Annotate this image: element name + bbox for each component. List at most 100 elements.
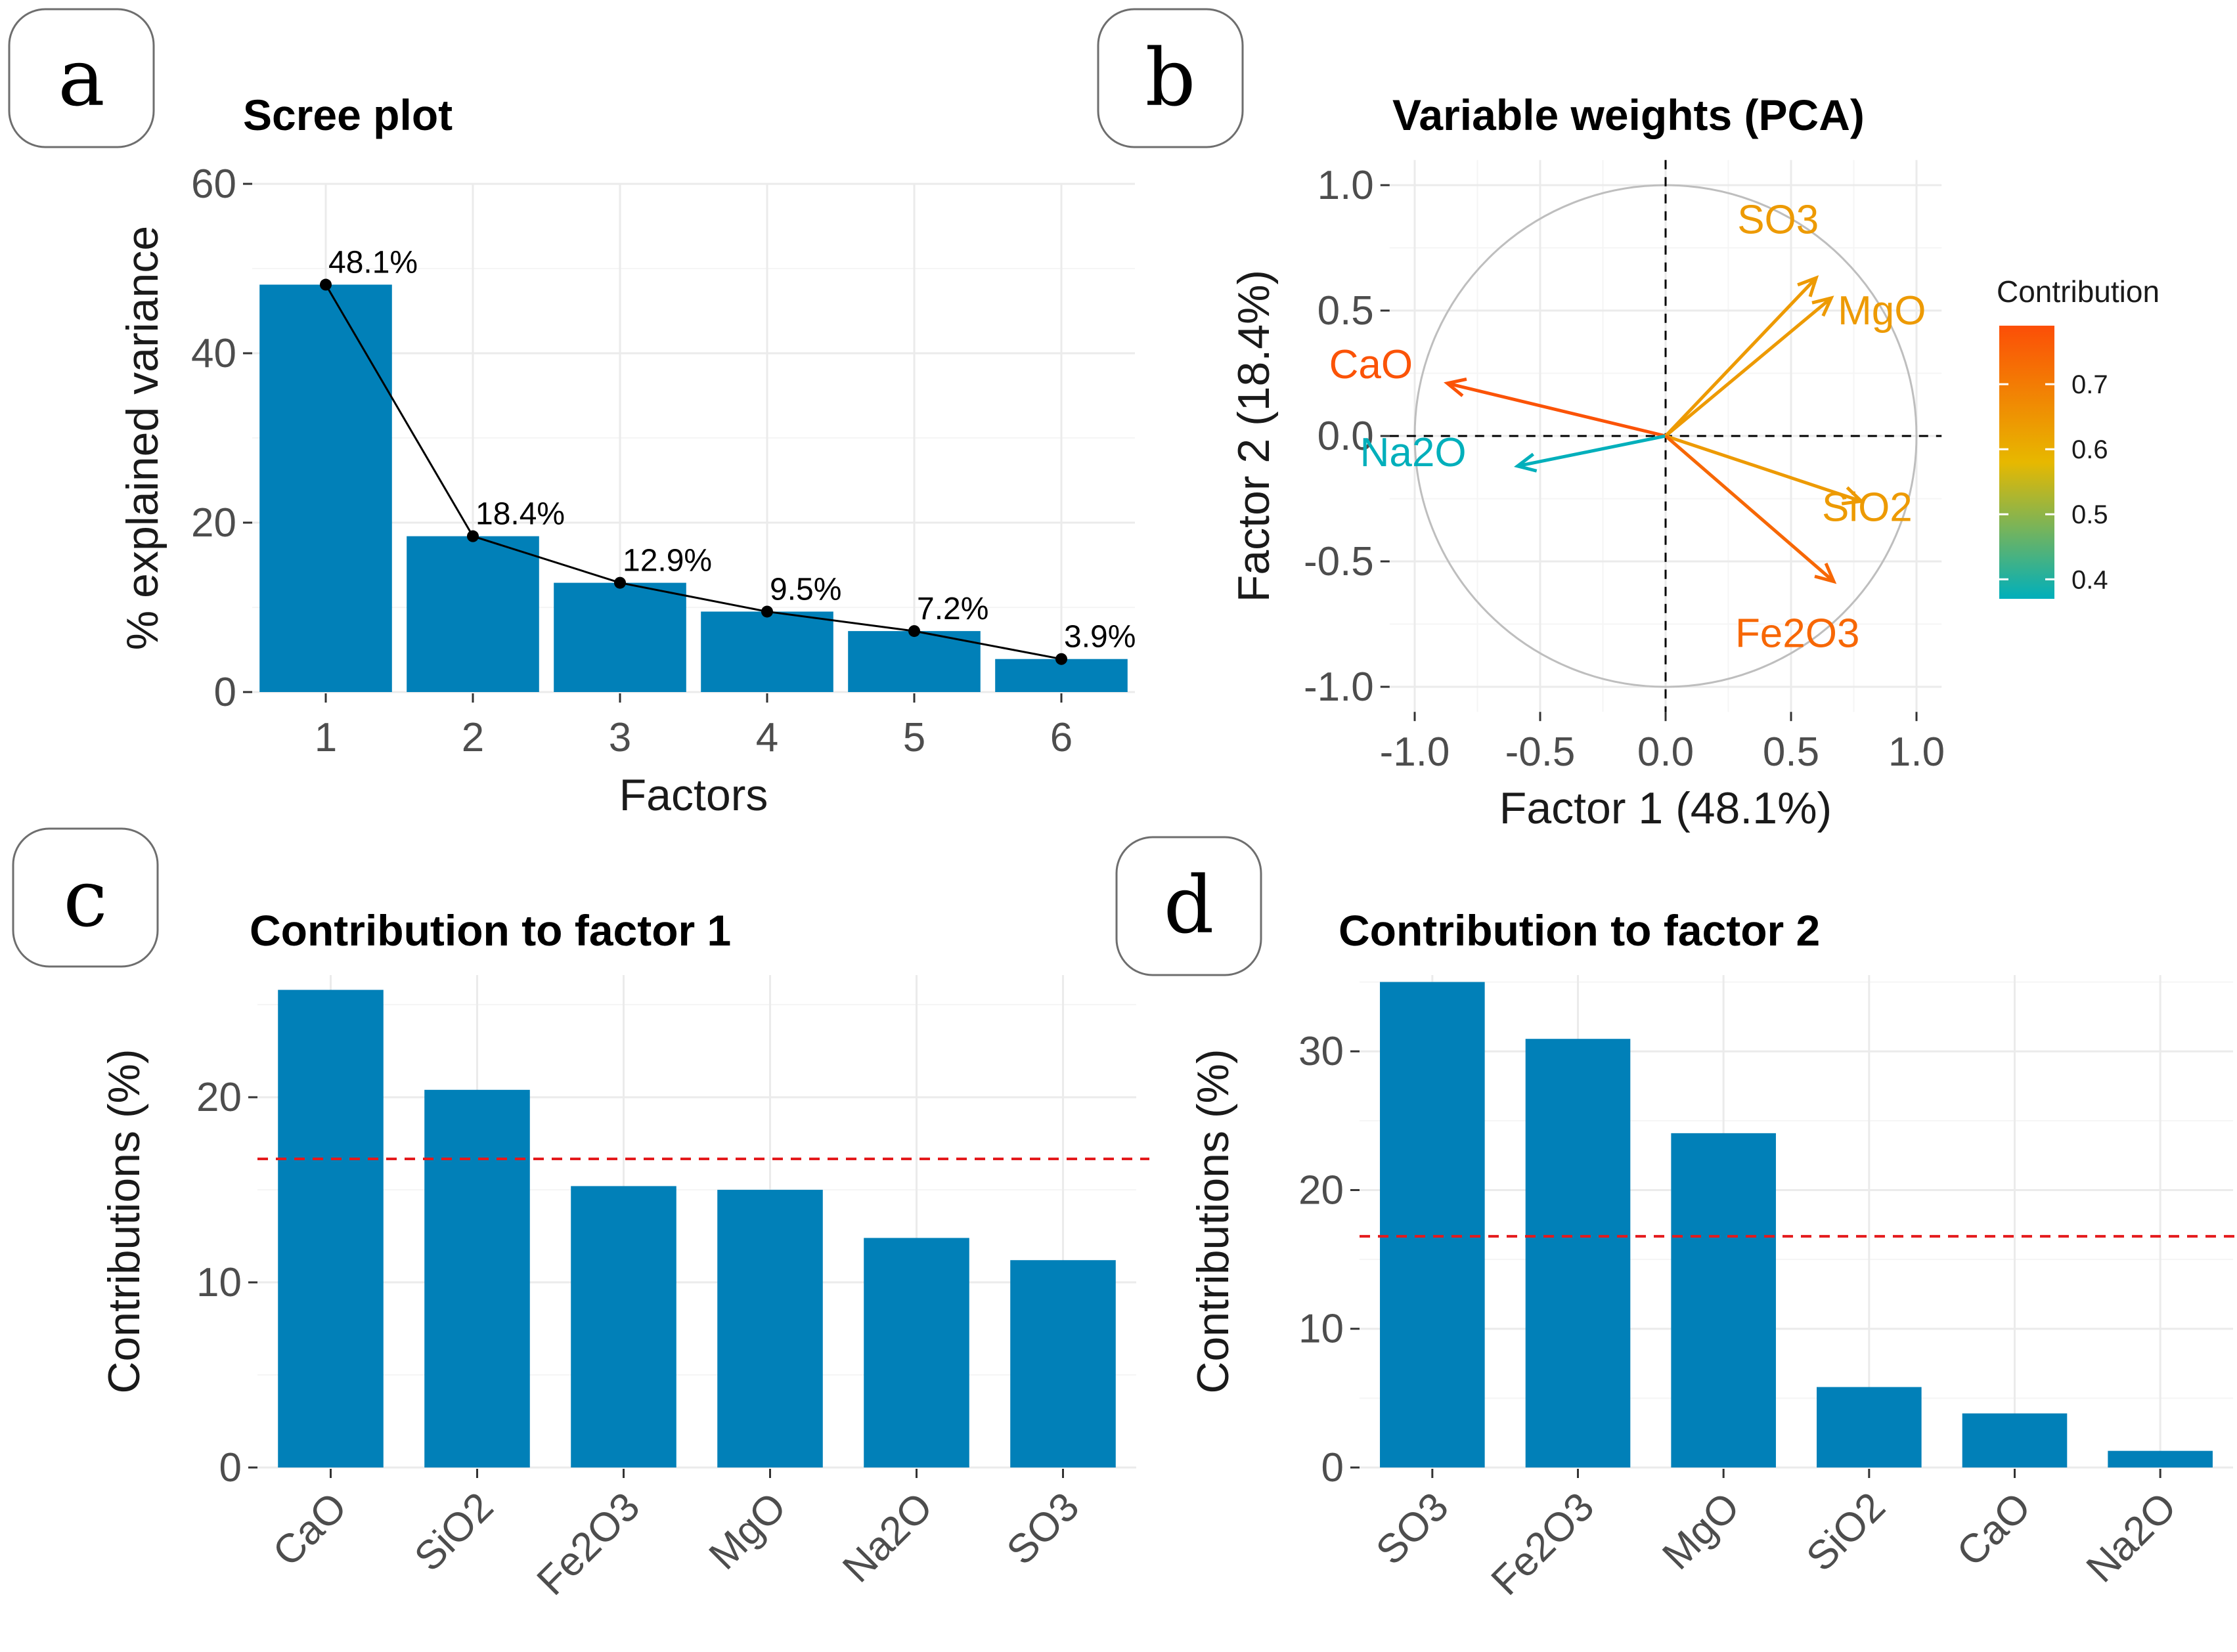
explained-variance-point	[320, 278, 332, 291]
svg-text:a: a	[58, 33, 105, 124]
x-tick-label: CaO	[264, 1484, 355, 1575]
y-axis-label: % explained variance	[118, 226, 167, 650]
bar	[1010, 1260, 1116, 1467]
bar	[848, 631, 981, 692]
bar	[1817, 1387, 1922, 1467]
y-tick-label: 60	[191, 162, 236, 207]
x-tick-label: -0.5	[1505, 729, 1576, 775]
x-tick-label: Na2O	[2078, 1484, 2185, 1591]
panel-label-a: a	[8, 8, 155, 148]
data-label: 7.2%	[917, 592, 988, 626]
variable-label: CaO	[1329, 342, 1413, 387]
variable-arrow	[1664, 276, 1818, 437]
y-tick-label: 0	[219, 1445, 242, 1490]
arrow-head	[1811, 295, 1834, 317]
x-tick-label: Na2O	[834, 1484, 941, 1591]
arrow-head	[1797, 275, 1819, 297]
y-axis-label: Contributions (%)	[99, 1049, 149, 1393]
variable-weights-plot: -1.0-1.0 -0.5 -0.5 0.0 0.0 0.5 0.5 1.0 1.0 CaO Na2…	[1229, 91, 2159, 833]
bar	[571, 1186, 676, 1467]
data-label: 18.4%	[476, 497, 565, 532]
contribution-factor1-plot: 0 10 20 CaO SiO2 Fe2O3 MgO Na2O SO3 Contribution …	[99, 906, 1149, 1604]
variable-label: SO3	[1737, 197, 1819, 242]
contribution-legend: Contribution 0.4 0.5 0.6 0.7	[1997, 274, 2159, 599]
legend-title: Contribution	[1997, 274, 2159, 309]
x-tick-label: CaO	[1948, 1484, 2039, 1575]
x-tick-label: MgO	[1654, 1484, 1748, 1578]
x-tick-label: 3	[609, 715, 631, 760]
variable-arrow	[1447, 381, 1666, 438]
y-tick-label: -1.0	[1304, 664, 1374, 710]
x-tick-label: Fe2O3	[529, 1484, 649, 1604]
bar	[1525, 1039, 1631, 1467]
variable-arrow	[1517, 434, 1666, 468]
x-tick-label: 0.0	[1637, 729, 1694, 775]
svg-text:d: d	[1164, 860, 1214, 951]
x-tick-label: Fe2O3	[1483, 1484, 1603, 1604]
legend-tick-label: 0.5	[2071, 500, 2108, 529]
y-tick-label: -0.5	[1304, 539, 1374, 584]
x-tick-label: -1.0	[1380, 729, 1450, 775]
chart-title: Contribution to factor 1	[250, 906, 731, 955]
data-label: 12.9%	[623, 544, 712, 578]
bar	[717, 1190, 823, 1467]
bar	[1962, 1413, 2068, 1467]
bar	[701, 611, 833, 692]
bar	[1380, 982, 1485, 1467]
panel-label-d: d	[1115, 836, 1262, 976]
arrow-head	[1513, 452, 1538, 473]
x-tick-label: SiO2	[1798, 1484, 1894, 1580]
bar	[407, 536, 539, 692]
y-tick-label: 20	[1298, 1167, 1344, 1213]
bar	[1671, 1133, 1776, 1467]
explained-variance-point	[467, 530, 479, 542]
data-label: 3.9%	[1064, 620, 1136, 655]
panel-label-c: c	[12, 827, 159, 968]
explained-variance-point	[1055, 653, 1067, 665]
y-tick-label: 20	[191, 500, 236, 546]
y-axis-label: Contributions (%)	[1188, 1049, 1238, 1393]
bar	[278, 989, 384, 1467]
bar	[864, 1238, 969, 1467]
variable-label: Fe2O3	[1735, 611, 1860, 657]
chart-title: Contribution to factor 2	[1339, 906, 1820, 955]
legend-tick-label: 0.4	[2071, 565, 2108, 594]
y-tick-label: 20	[196, 1075, 242, 1120]
svg-text:c: c	[63, 854, 107, 945]
explained-variance-point	[614, 576, 626, 589]
y-tick-label: 0.0	[1318, 414, 1374, 459]
variable-label: SiO2	[1822, 485, 1913, 530]
variable-arrow	[1664, 435, 1835, 583]
y-tick-label: 10	[1298, 1307, 1344, 1352]
y-tick-label: 0.5	[1318, 288, 1374, 334]
arrow-head	[1444, 377, 1467, 397]
x-tick-label: SO3	[1367, 1484, 1457, 1574]
explained-variance-point	[761, 605, 773, 618]
panel-label-b: b	[1097, 8, 1244, 148]
bar	[2108, 1450, 2213, 1467]
x-tick-label: 2	[462, 715, 484, 760]
x-tick-label: 1.0	[1888, 729, 1945, 775]
explained-variance-point	[908, 625, 920, 638]
bar	[259, 284, 392, 692]
y-tick-label: 0	[1321, 1445, 1344, 1490]
x-tick-label: SiO2	[406, 1484, 502, 1580]
y-tick-label: 10	[196, 1260, 242, 1305]
data-label: 48.1%	[328, 246, 418, 280]
y-tick-label: 0	[214, 670, 236, 715]
y-axis-label: Factor 2 (18.4%)	[1229, 270, 1279, 602]
y-tick-label: 30	[1298, 1029, 1344, 1074]
bar	[554, 582, 686, 692]
arrow-head	[1814, 563, 1837, 584]
x-axis-label: Factors	[619, 770, 768, 820]
explained-variance-line	[324, 284, 1062, 661]
svg-text:b: b	[1145, 33, 1196, 124]
x-tick-label: 5	[903, 715, 925, 760]
y-tick-label: 40	[191, 331, 236, 376]
data-label: 9.5%	[770, 572, 841, 607]
x-tick-label: SO3	[998, 1484, 1088, 1574]
x-tick-label: 4	[756, 715, 778, 760]
chart-title: Variable weights (PCA)	[1392, 91, 1865, 139]
